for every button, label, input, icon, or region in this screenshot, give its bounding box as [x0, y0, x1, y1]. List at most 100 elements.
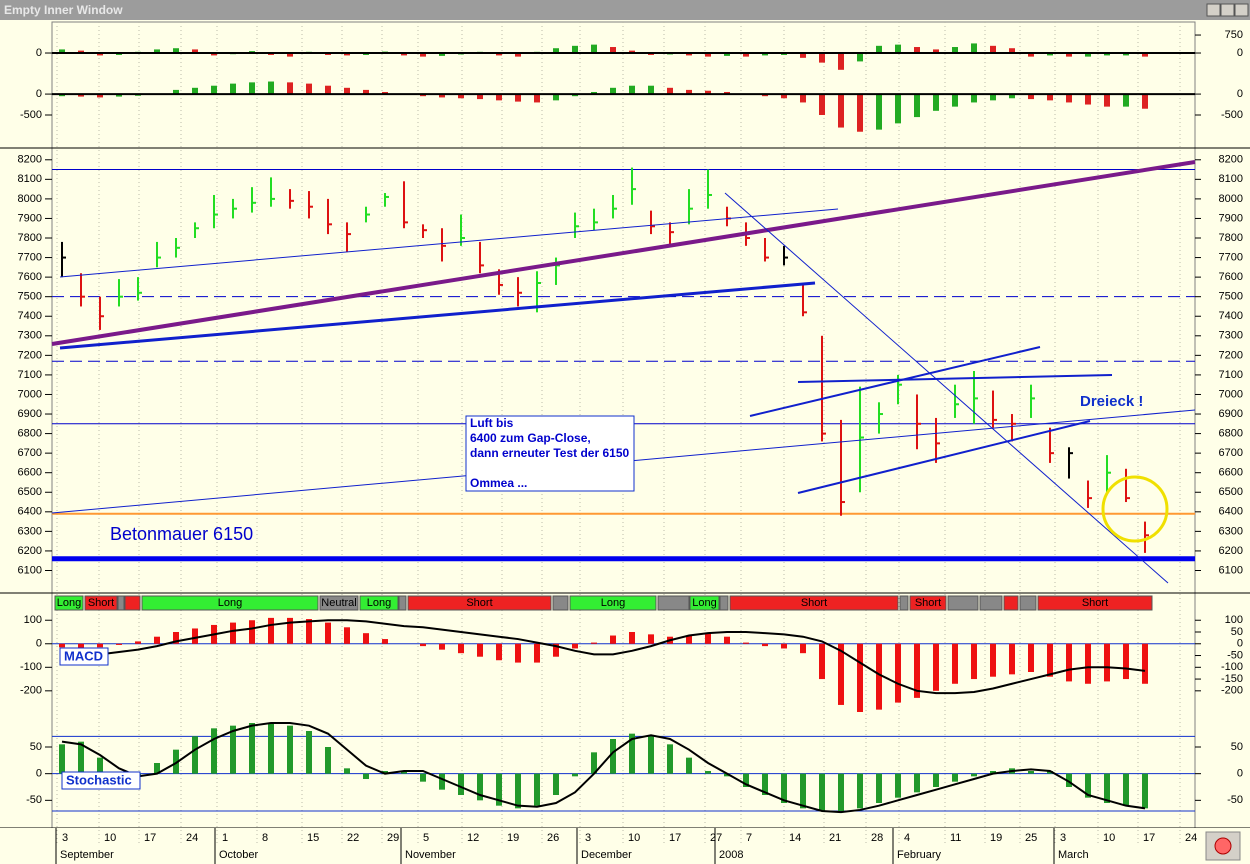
- x-tick-label: 19: [507, 832, 519, 844]
- histogram-bar: [287, 725, 293, 774]
- status-icon[interactable]: [1205, 831, 1241, 861]
- oscillator-bar: [990, 45, 996, 54]
- histogram-bar: [1047, 771, 1053, 774]
- signal-segment: [979, 595, 1003, 611]
- oscillator-bar: [78, 94, 84, 97]
- y2-tick-label: 6500: [1219, 486, 1243, 498]
- histogram-bar: [553, 773, 559, 795]
- note-line: Luft bis: [470, 416, 514, 430]
- minimize-button[interactable]: [1206, 3, 1221, 17]
- y-tick-label: 6800: [18, 427, 42, 439]
- histogram-bar: [705, 771, 711, 774]
- oscillator-bar: [496, 94, 502, 101]
- maximize-button[interactable]: [1220, 3, 1235, 17]
- oscillator-bar: [895, 44, 901, 54]
- signal-segment: [1037, 595, 1153, 611]
- window-title: Empty Inner Window: [4, 3, 123, 17]
- macd-label: MACD: [64, 648, 103, 663]
- histogram-bar: [420, 773, 426, 782]
- trendline: [59, 281, 816, 350]
- oscillator-bar: [610, 87, 616, 95]
- histogram-bar: [268, 617, 274, 644]
- signal-segment: [1019, 595, 1037, 611]
- histogram-bar: [876, 643, 882, 710]
- histogram-bar: [401, 771, 407, 774]
- histogram-bar: [1104, 643, 1110, 682]
- oscillator-bar: [553, 94, 559, 101]
- oscillator-bar: [173, 89, 179, 95]
- oscillator-bar: [610, 47, 616, 54]
- oscillator-bar: [515, 53, 521, 57]
- histogram-bar: [363, 773, 369, 779]
- y-tick-label: 50: [30, 741, 42, 753]
- histogram-bar: [838, 773, 844, 811]
- oscillator-bar: [97, 53, 103, 56]
- histogram-bar: [819, 643, 825, 680]
- histogram-bar: [591, 752, 597, 774]
- panel-label-box: [61, 771, 141, 790]
- oscillator-bar: [1142, 94, 1148, 109]
- month-label: September: [60, 849, 114, 861]
- oscillator-bar: [686, 89, 692, 95]
- histogram-bar: [781, 643, 787, 649]
- signal-segment: [909, 595, 947, 611]
- histogram-bar: [268, 723, 274, 774]
- histogram-bar: [382, 639, 388, 644]
- histogram-bar: [97, 757, 103, 774]
- y-tick-label: 0: [36, 47, 42, 59]
- status-button[interactable]: [1205, 831, 1241, 861]
- histogram-bar: [59, 643, 65, 648]
- oscillator-bar: [154, 49, 160, 54]
- y2-tick-label: 7000: [1219, 388, 1243, 400]
- oscillator-bar: [1066, 94, 1072, 103]
- signal-label: Neutral: [321, 597, 356, 609]
- y-tick-label: 0: [36, 638, 42, 650]
- y2-tick-label: 6300: [1219, 525, 1243, 537]
- signal-label: Short: [801, 597, 827, 609]
- oscillator-bar: [287, 53, 293, 57]
- y2-tick-label: 6900: [1219, 408, 1243, 420]
- histogram-bar: [306, 731, 312, 774]
- histogram-bar: [154, 636, 160, 644]
- y2-tick-label: 8200: [1219, 154, 1243, 166]
- close-button[interactable]: [1234, 3, 1249, 17]
- histogram-bar: [363, 633, 369, 644]
- signal-segment: [319, 595, 359, 611]
- oscillator-bar: [572, 94, 578, 97]
- signal-segment: [84, 595, 118, 611]
- x-tick-label: 1: [222, 832, 228, 844]
- histogram-bar: [800, 643, 806, 654]
- y2-tick-label: 7600: [1219, 271, 1243, 283]
- oscillator-bar: [724, 91, 730, 95]
- histogram-bar: [211, 728, 217, 774]
- window-buttons[interactable]: [1206, 3, 1249, 17]
- trendline: [797, 374, 1113, 383]
- month-label: October: [219, 849, 258, 861]
- oscillator-bar: [401, 53, 407, 56]
- signal-segment: [899, 595, 909, 611]
- y-tick-label: 6100: [18, 564, 42, 576]
- x-tick-label: 8: [262, 832, 268, 844]
- x-tick-label: 27: [710, 832, 722, 844]
- histogram-bar: [1047, 643, 1053, 677]
- histogram-bar: [477, 773, 483, 801]
- y2-tick-label: 7200: [1219, 349, 1243, 361]
- x-tick-label: 10: [628, 832, 640, 844]
- histogram-bar: [344, 627, 350, 644]
- histogram-bar: [97, 643, 103, 648]
- y-tick-label: 7300: [18, 330, 42, 342]
- histogram-bar: [1123, 643, 1129, 680]
- histogram-bar: [287, 617, 293, 644]
- histogram-bar: [895, 773, 901, 798]
- histogram-bar: [819, 773, 825, 811]
- y-tick-label: 8200: [18, 154, 42, 166]
- signal-segment: [689, 595, 720, 611]
- oscillator-bar: [439, 94, 445, 98]
- y-tick-label: 7100: [18, 369, 42, 381]
- histogram-bar: [762, 643, 768, 647]
- signal-segment: [729, 595, 899, 611]
- title-bar: [0, 0, 1250, 20]
- histogram-bar: [648, 634, 654, 644]
- x-tick-label: 25: [1025, 832, 1037, 844]
- oscillator-bar: [230, 83, 236, 95]
